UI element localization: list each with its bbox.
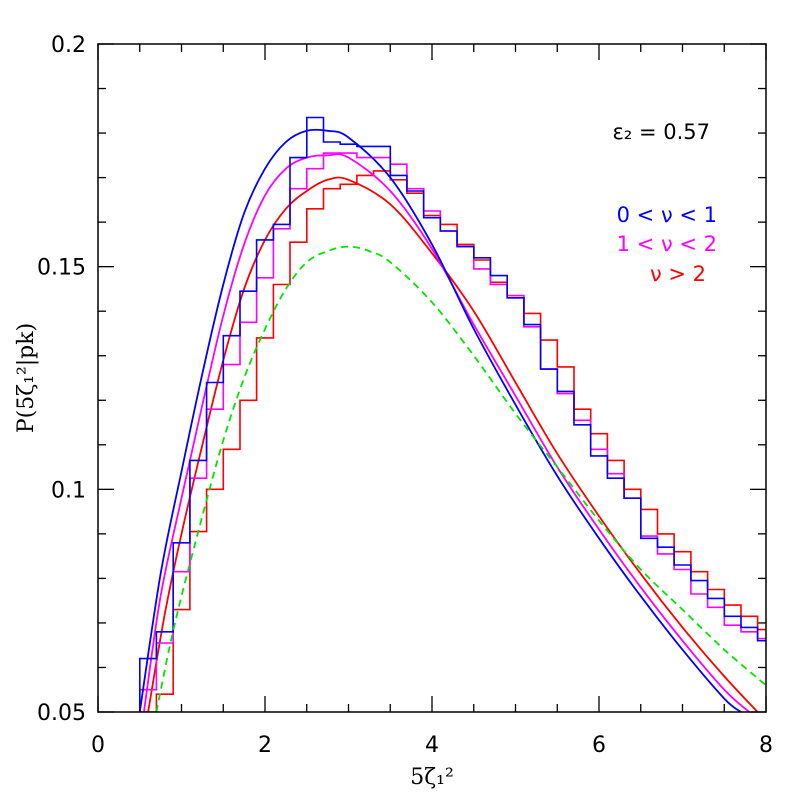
reference xyxy=(155,245,766,712)
y-axis-label: P(5ζ₁²|pk) xyxy=(14,323,39,433)
curve-0 xyxy=(138,128,742,712)
y-tick-labels: 0.05 0.1 0.15 0.2 xyxy=(37,33,86,726)
axis-ticks xyxy=(97,43,767,713)
legend: 0 < ν < 1 1 < ν < 2 ν > 2 xyxy=(617,203,717,286)
legend-entry-2: ν > 2 xyxy=(650,262,706,286)
curve-3 xyxy=(155,245,766,712)
x-tick-label: 0 xyxy=(91,733,105,758)
plot-area xyxy=(138,116,766,712)
y-tick-label: 0.05 xyxy=(37,701,86,726)
y-tick-label: 0.1 xyxy=(51,478,86,503)
annotation-epsilon: ε₂ = 0.57 xyxy=(613,120,710,144)
x-tick-label: 6 xyxy=(592,733,606,758)
histogram-0 xyxy=(139,116,766,712)
x-axis-label: 5ζ₁² xyxy=(410,765,454,790)
plot-frame xyxy=(97,43,767,713)
legend-entry-1: 1 < ν < 2 xyxy=(617,232,717,256)
x-tick-labels: 0 2 4 6 8 xyxy=(91,733,773,758)
y-tick-label: 0.15 xyxy=(37,256,86,281)
legend-entry-0: 0 < ν < 1 xyxy=(617,203,717,227)
y-tick-label: 0.2 xyxy=(51,33,86,58)
series-0 xyxy=(138,116,766,712)
x-tick-label: 8 xyxy=(759,733,773,758)
x-tick-label: 4 xyxy=(425,733,439,758)
x-tick-label: 2 xyxy=(258,733,272,758)
curve-1 xyxy=(143,153,750,712)
